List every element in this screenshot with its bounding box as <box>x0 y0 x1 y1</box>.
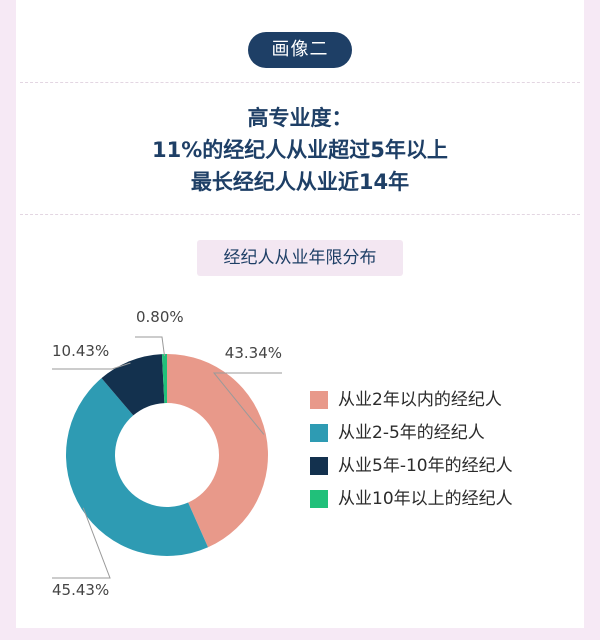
legend-swatch <box>310 490 328 508</box>
legend-label: 从业2年以内的经纪人 <box>338 390 502 410</box>
chart-title: 经纪人从业年限分布 <box>197 240 403 276</box>
headline-line-2: 11%的经纪人从业超过5年以上 <box>152 138 448 162</box>
donut-slice-4 <box>161 354 167 404</box>
leader-line-3 <box>52 362 131 370</box>
legend-label: 从业2-5年的经纪人 <box>338 423 485 443</box>
legend-label: 从业5年-10年的经纪人 <box>338 456 513 476</box>
donut-slice-1 <box>167 354 268 548</box>
headline-line-3: 最长经纪人从业近14年 <box>190 170 410 194</box>
leader-line-1 <box>212 372 282 435</box>
leader-line-2 <box>52 507 111 579</box>
divider-bottom <box>20 214 580 215</box>
leader-line-4 <box>135 336 166 357</box>
headline-line-1: 高专业度： <box>247 106 353 130</box>
data-label-1: 43.34% <box>225 344 282 362</box>
legend-swatch <box>310 391 328 409</box>
donut-slice-2 <box>66 378 209 556</box>
legend-label: 从业10年以上的经纪人 <box>338 489 513 509</box>
data-label-4: 0.80% <box>136 308 184 326</box>
section-badge: 画像二 <box>248 32 352 68</box>
data-label-3: 10.43% <box>52 342 109 360</box>
legend-swatch <box>310 457 328 475</box>
data-label-2: 45.43% <box>52 581 109 599</box>
donut-slice-3 <box>101 354 165 416</box>
legend-swatch <box>310 424 328 442</box>
divider-top <box>20 82 580 83</box>
